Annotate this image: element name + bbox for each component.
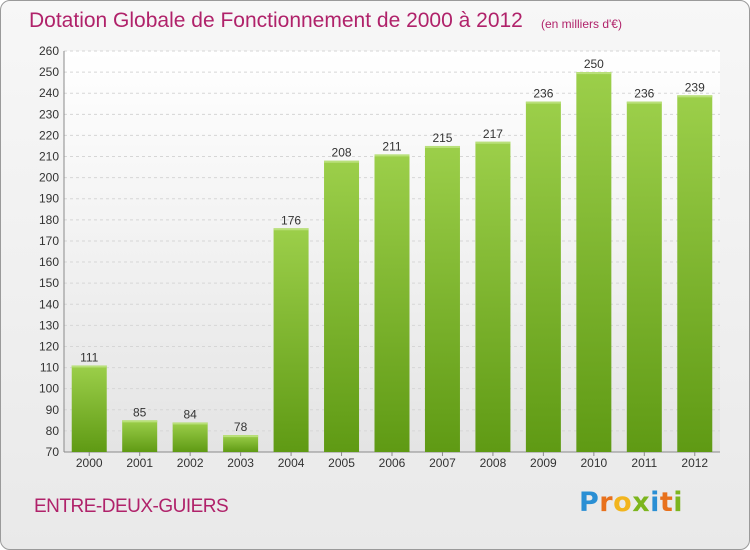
x-tick-label: 2012 bbox=[681, 456, 708, 470]
bar bbox=[424, 145, 460, 452]
y-tick-label: 180 bbox=[39, 213, 59, 227]
y-tick-label: 90 bbox=[46, 403, 60, 417]
y-tick-label: 140 bbox=[39, 297, 59, 311]
bar-top-highlight bbox=[424, 145, 460, 148]
logo-letter: i bbox=[650, 487, 660, 518]
y-tick-label: 260 bbox=[39, 44, 59, 58]
bar-top-highlight bbox=[273, 228, 309, 231]
bar bbox=[475, 141, 511, 452]
x-tick-label: 2000 bbox=[76, 456, 103, 470]
bar-top-highlight bbox=[374, 154, 410, 157]
bar-top-highlight bbox=[71, 365, 107, 368]
logo-letter: x bbox=[632, 487, 651, 518]
bar-top-highlight bbox=[172, 422, 208, 425]
x-tick-label: 2005 bbox=[328, 456, 355, 470]
logo-letter: r bbox=[599, 487, 614, 518]
y-tick-label: 190 bbox=[39, 192, 59, 206]
x-tick-label: 2008 bbox=[480, 456, 507, 470]
logo-letter: i bbox=[673, 487, 684, 518]
bar bbox=[525, 101, 561, 452]
y-tick-label: 100 bbox=[39, 382, 59, 396]
y-tick-label: 230 bbox=[39, 107, 59, 121]
y-tick-label: 160 bbox=[39, 255, 59, 269]
x-tick-label: 2004 bbox=[278, 456, 305, 470]
data-label: 84 bbox=[183, 407, 197, 421]
data-label: 217 bbox=[483, 127, 503, 141]
y-tick-label: 250 bbox=[39, 65, 59, 79]
bar-top-highlight bbox=[324, 160, 360, 163]
y-tick-label: 120 bbox=[39, 339, 59, 353]
logo-letter: t bbox=[659, 487, 674, 518]
bar bbox=[223, 435, 259, 452]
chart-unit: (en milliers d'€) bbox=[541, 17, 622, 31]
x-tick-label: 2007 bbox=[429, 456, 456, 470]
y-tick-label: 130 bbox=[39, 318, 59, 332]
data-label: 85 bbox=[133, 405, 147, 419]
data-label: 250 bbox=[584, 57, 604, 71]
x-tick-label: 2010 bbox=[580, 456, 607, 470]
bar bbox=[324, 160, 360, 452]
data-label: 236 bbox=[634, 87, 654, 101]
x-tick-label: 2002 bbox=[177, 456, 204, 470]
y-tick-label: 220 bbox=[39, 128, 59, 142]
bar-top-highlight bbox=[223, 435, 259, 438]
data-label: 239 bbox=[685, 80, 705, 94]
proxiti-logo: Proxiti bbox=[579, 487, 683, 518]
bar bbox=[374, 154, 410, 453]
data-label: 176 bbox=[281, 213, 301, 227]
bar bbox=[172, 422, 208, 452]
logo-letter: P bbox=[579, 487, 600, 518]
bar-top-highlight bbox=[525, 101, 561, 104]
y-tick-label: 70 bbox=[46, 445, 60, 459]
data-label: 236 bbox=[533, 87, 553, 101]
x-tick-label: 2003 bbox=[227, 456, 254, 470]
data-label: 211 bbox=[382, 139, 401, 153]
data-label: 208 bbox=[332, 146, 352, 160]
bar bbox=[576, 72, 612, 453]
bar-top-highlight bbox=[576, 72, 612, 75]
y-tick-label: 200 bbox=[39, 171, 59, 185]
data-label: 78 bbox=[234, 420, 248, 434]
data-label: 111 bbox=[80, 350, 99, 364]
logo-letter: o bbox=[613, 487, 633, 518]
y-tick-label: 150 bbox=[39, 276, 59, 290]
bar bbox=[626, 101, 662, 452]
x-tick-label: 2001 bbox=[126, 456, 153, 470]
chart-title: Dotation Globale de Fonctionnement de 20… bbox=[29, 9, 523, 32]
x-tick-label: 2006 bbox=[379, 456, 406, 470]
y-tick-label: 240 bbox=[39, 86, 59, 100]
bar-top-highlight bbox=[122, 420, 158, 423]
x-tick-label: 2009 bbox=[530, 456, 557, 470]
bar bbox=[273, 228, 309, 452]
bar-top-highlight bbox=[475, 141, 511, 144]
bar-top-highlight bbox=[677, 95, 713, 98]
bar-top-highlight bbox=[626, 101, 662, 104]
bar bbox=[677, 95, 713, 453]
y-tick-label: 210 bbox=[39, 150, 59, 164]
x-tick-label: 2011 bbox=[631, 456, 657, 470]
bar bbox=[71, 365, 107, 452]
bar bbox=[122, 420, 158, 452]
y-tick-label: 110 bbox=[40, 361, 59, 375]
data-label: 215 bbox=[432, 131, 452, 145]
y-tick-label: 80 bbox=[46, 424, 60, 438]
place-name: ENTRE-DEUX-GUIERS bbox=[34, 496, 229, 517]
y-tick-label: 170 bbox=[39, 234, 59, 248]
